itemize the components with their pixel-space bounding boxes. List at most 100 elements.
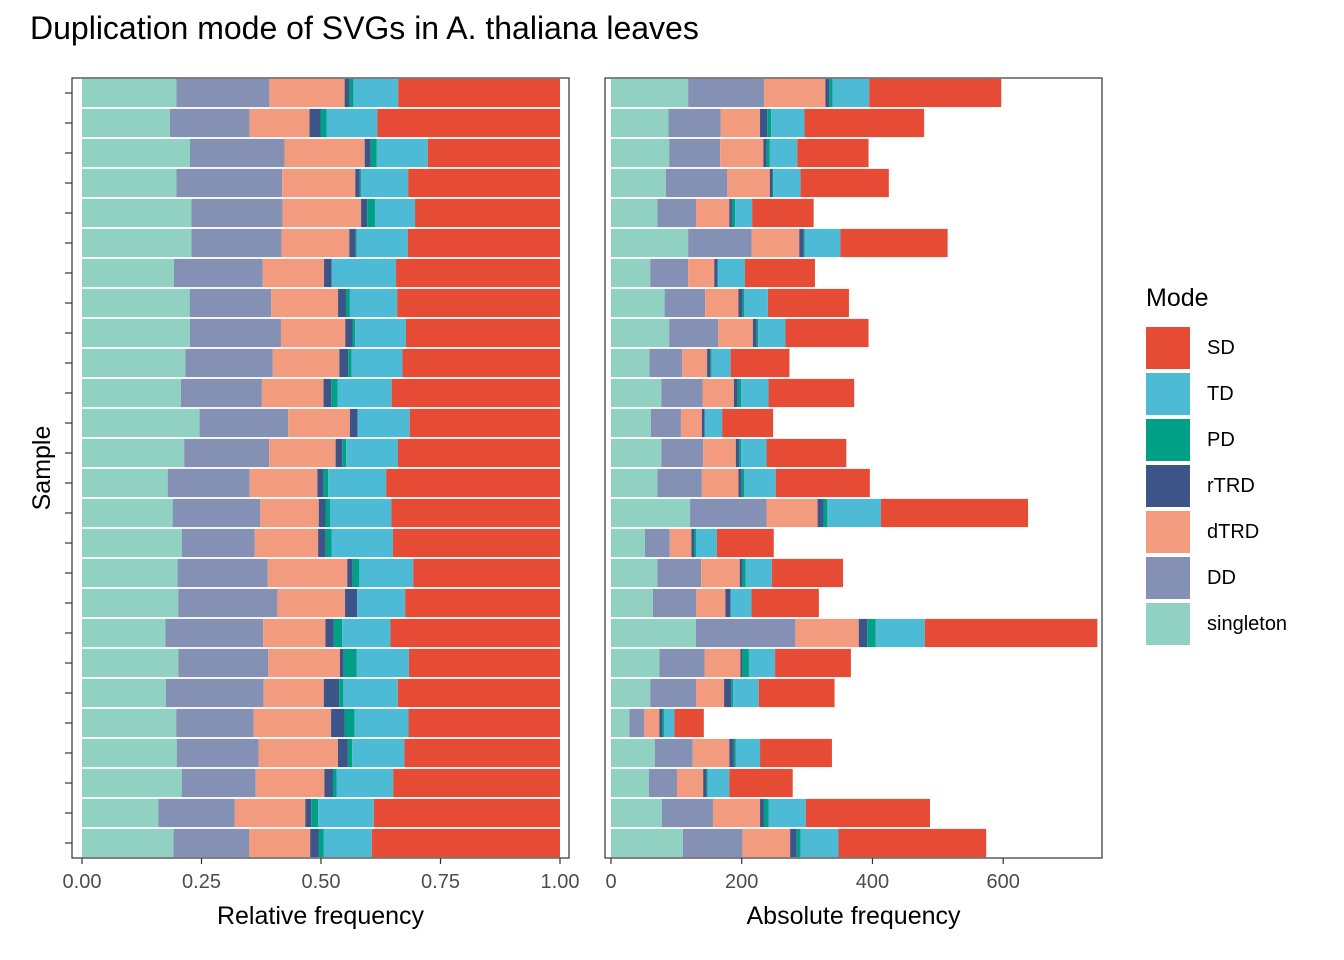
bar-segment-pd-panel2-row15 (823, 498, 828, 528)
bar-segment-sd-panel2-row10 (730, 348, 790, 378)
bar-segment-td-panel1-row16 (331, 528, 393, 558)
bar-segment-singleton-panel2-row20 (611, 648, 660, 678)
bar-segment-rtrd-panel1-row3 (364, 138, 371, 168)
bar-segment-pd-panel1-row9 (352, 318, 355, 348)
bar-segment-pd-panel1-row4 (359, 168, 361, 198)
x-tick-label-panel1-3: 0.50 (302, 871, 341, 893)
bar-segment-singleton-panel1-row23 (82, 738, 177, 768)
bar-segment-td-panel1-row13 (346, 438, 399, 468)
bar-segment-pd-panel1-row3 (370, 138, 377, 168)
bar-segment-dd-panel2-row18 (652, 588, 696, 618)
bar-segment-td-panel1-row12 (357, 408, 410, 438)
bar-segment-pd-panel1-row17 (352, 558, 360, 588)
bar-segment-rtrd-panel1-row11 (323, 378, 332, 408)
legend-label-dtrd: dTRD (1207, 520, 1260, 543)
bar-segment-pd-panel2-row10 (710, 348, 712, 378)
bar-segment-singleton-panel1-row12 (82, 408, 200, 438)
x-tick-label-panel2-4: 600 (987, 871, 1020, 893)
bar-segment-dd-panel1-row5 (191, 198, 283, 228)
bar-segment-sd-panel1-row17 (413, 558, 560, 588)
bar-segment-rtrd-panel2-row5 (729, 198, 732, 228)
bar-segment-td-panel2-row21 (733, 678, 759, 708)
bar-segment-dd-panel1-row9 (189, 318, 281, 348)
bar-segment-singleton-panel1-row9 (82, 318, 190, 348)
bar-segment-rtrd-panel2-row3 (763, 138, 767, 168)
bar-segment-dd-panel1-row21 (165, 678, 264, 708)
bar-segment-singleton-panel1-row20 (82, 648, 179, 678)
bar-segment-td-panel2-row17 (745, 558, 772, 588)
bar-segment-singleton-panel1-row19 (82, 618, 166, 648)
bar-segment-rtrd-panel1-row4 (355, 168, 360, 198)
bar-segment-sd-panel2-row4 (800, 168, 889, 198)
bar-segment-pd-panel2-row5 (731, 198, 736, 228)
bar-segment-dtrd-panel1-row3 (284, 138, 365, 168)
bar-segment-dd-panel1-row26 (173, 828, 250, 858)
bar-segment-sd-panel2-row20 (775, 648, 851, 678)
bar-segment-dd-panel1-row14 (167, 468, 250, 498)
bar-segment-sd-panel1-row8 (397, 288, 560, 318)
legend-key-td (1146, 373, 1190, 415)
bar-segment-td-panel2-row16 (695, 528, 717, 558)
bar-segment-dtrd-panel1-row8 (271, 288, 339, 318)
bar-segment-singleton-panel1-row4 (82, 168, 177, 198)
bar-segment-dd-panel2-row26 (682, 828, 743, 858)
bar-segment-pd-panel2-row26 (796, 828, 801, 858)
bar-segment-dtrd-panel1-row6 (281, 228, 350, 258)
bar-segment-td-panel2-row12 (704, 408, 723, 438)
bar-segment-dd-panel1-row3 (189, 138, 285, 168)
bar-segment-dd-panel1-row12 (199, 408, 289, 438)
bar-segment-pd-panel2-row20 (742, 648, 749, 678)
bar-segment-pd-panel1-row14 (323, 468, 329, 498)
bar-segment-singleton-panel2-row21 (611, 678, 651, 708)
bar-segment-sd-panel2-row23 (760, 738, 832, 768)
bar-segment-dtrd-panel2-row25 (712, 798, 761, 828)
bar-segment-dtrd-panel2-row13 (703, 438, 736, 468)
bar-segment-dtrd-panel2-row10 (682, 348, 708, 378)
bar-segment-dtrd-panel1-row25 (234, 798, 306, 828)
bar-segment-rtrd-panel2-row25 (760, 798, 764, 828)
bar-segment-dd-panel1-row22 (176, 708, 254, 738)
bar-segment-dtrd-panel2-row5 (695, 198, 730, 228)
bar-segment-td-panel1-row26 (323, 828, 372, 858)
bar-segment-singleton-panel2-row11 (611, 378, 662, 408)
bar-segment-pd-panel2-row11 (737, 378, 742, 408)
bar-segment-td-panel1-row2 (326, 108, 378, 138)
bar-segment-td-panel1-row21 (343, 678, 398, 708)
bar-segment-dtrd-panel2-row16 (669, 528, 692, 558)
bar-segment-singleton-panel1-row13 (82, 438, 185, 468)
bar-segment-pd-panel1-row5 (367, 198, 375, 228)
legend-item-sd: SD (1146, 325, 1287, 371)
bar-segment-dtrd-panel1-row16 (254, 528, 319, 558)
bar-segment-td-panel1-row1 (353, 78, 399, 108)
bar-segment-rtrd-panel1-row7 (324, 258, 332, 288)
bar-segment-pd-panel1-row25 (311, 798, 319, 828)
bar-segment-dd-panel2-row21 (650, 678, 696, 708)
bar-segment-rtrd-panel1-row13 (335, 438, 343, 468)
bar-segment-dd-panel1-row11 (180, 378, 262, 408)
bar-segment-dtrd-panel1-row2 (249, 108, 310, 138)
bar-segment-rtrd-panel2-row17 (739, 558, 743, 588)
bar-segment-rtrd-panel1-row15 (318, 498, 326, 528)
bar-segment-dtrd-panel2-row23 (692, 738, 730, 768)
bar-segment-td-panel1-row14 (328, 468, 387, 498)
bar-segment-dtrd-panel1-row19 (263, 618, 326, 648)
legend-key-singleton (1146, 603, 1190, 645)
bar-segment-dd-panel2-row14 (657, 468, 702, 498)
bar-segment-td-panel1-row22 (354, 708, 409, 738)
bar-segment-dtrd-panel1-row13 (269, 438, 336, 468)
bar-segment-singleton-panel1-row10 (82, 348, 186, 378)
bar-segment-dd-panel2-row25 (661, 798, 713, 828)
bar-segment-singleton-panel2-row12 (611, 408, 651, 438)
bar-segment-sd-panel2-row25 (805, 798, 931, 828)
bar-segment-rtrd-panel2-row11 (733, 378, 738, 408)
bar-segment-sd-panel1-row7 (396, 258, 560, 288)
bar-segment-td-panel1-row20 (356, 648, 409, 678)
bar-segment-dtrd-panel2-row14 (701, 468, 739, 498)
bar-segment-dd-panel1-row18 (178, 588, 278, 618)
legend-key-dd (1146, 557, 1190, 599)
bar-segment-td-panel1-row19 (342, 618, 391, 648)
bar-segment-sd-panel2-row7 (745, 258, 815, 288)
bar-segment-singleton-panel2-row4 (611, 168, 666, 198)
bar-segment-sd-panel1-row11 (391, 378, 560, 408)
bar-segment-dtrd-panel2-row11 (702, 378, 734, 408)
